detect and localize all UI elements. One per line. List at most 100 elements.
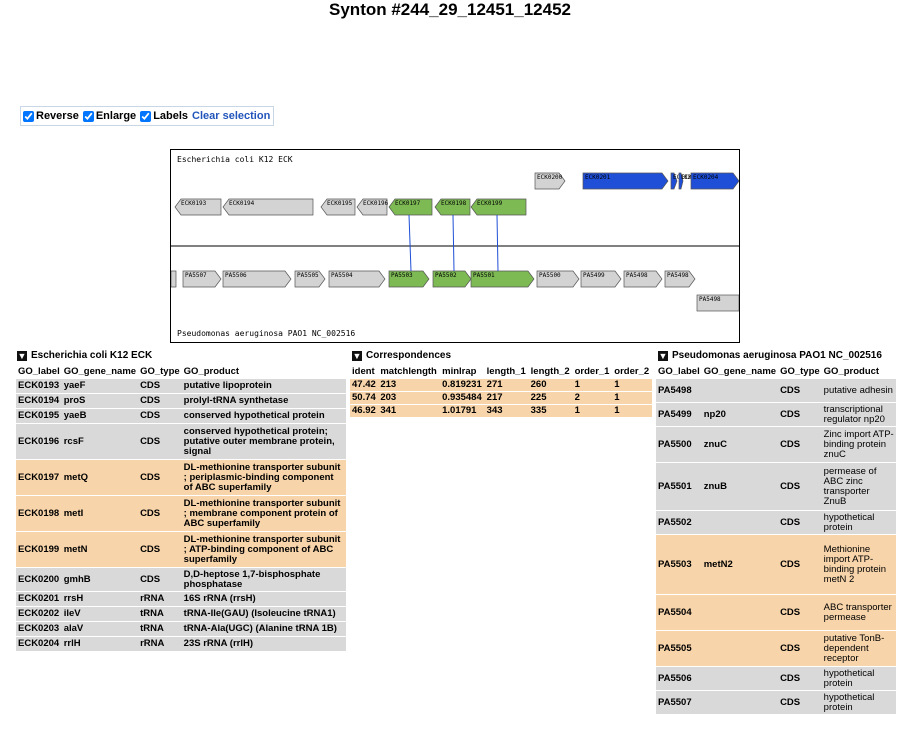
top-gene-eck0194[interactable]: ECK0194 [222,198,314,216]
pseudomonas-gene-label-cell: PA5501 [656,463,702,510]
correspondence-row[interactable]: 50.74 203 0.935484 217 225 2 1 [350,392,652,404]
enlarge-checkbox[interactable] [82,110,94,122]
gene-arrow[interactable] [434,198,471,216]
ecoli-gene-row[interactable]: ECK0197 metQ CDS DL-methionine transporter … [16,460,346,495]
bottom-gene-pa5507[interactable]: PA5507 [182,270,222,288]
bottom-gene-pa5498[interactable]: PA5498 [664,270,696,288]
enlarge-option[interactable]: Enlarge [82,110,136,122]
gene-arrow[interactable] [690,172,739,190]
gene-arrow[interactable] [320,198,356,216]
gene-arrow[interactable] [222,198,314,216]
top-gene-eck0196[interactable]: ECK0196 [356,198,389,216]
gene-arrow[interactable] [294,270,326,288]
mid_section-column-header[interactable]: order_2 [612,365,652,378]
gene-arrow[interactable] [664,270,696,288]
correspondence-link[interactable] [408,214,412,272]
ecoli-gene-row[interactable]: ECK0195 yaeB CDS conserved hypothetical pro… [16,409,346,423]
labels-checkbox[interactable] [140,110,152,122]
top-gene-eck0202[interactable]: ECK0202 [670,172,699,190]
labels-option[interactable]: Labels [140,110,188,122]
gene-arrow[interactable] [536,270,580,288]
gene-pa5498-box[interactable] [696,294,739,312]
correspondence-link[interactable] [452,214,455,272]
correspondence-row[interactable]: 47.42 213 0.819231 271 260 1 1 [350,379,652,391]
reverse-option[interactable]: Reverse [23,110,79,122]
gene-arrow[interactable] [356,198,388,216]
right_section-column-header[interactable]: GO_label [656,365,702,378]
ecoli-gene-row[interactable]: ECK0199 metN CDS DL-methionine transporter … [16,532,346,567]
correspondence-row[interactable]: 46.92 341 1.01791 343 335 1 1 [350,405,652,417]
bottom-gene-pa5505[interactable]: PA5505 [294,270,326,288]
bottom-gene-pa5503[interactable]: PA5503 [388,270,430,288]
ecoli-gene-row[interactable]: ECK0194 proS CDS prolyl-tRNA synthetase [16,394,346,408]
top-gene-eck0197[interactable]: ECK0197 [388,198,433,216]
top-gene-eck0200[interactable]: ECK0200 [534,172,566,190]
top-gene-eck0204[interactable]: ECK0204 [690,172,739,190]
ecoli-gene-row[interactable]: ECK0204 rrlH rRNA 23S rRNA (rrlH) [16,637,346,651]
bottom-gene-pa5500[interactable]: PA5500 [536,270,580,288]
ecoli-gene-row[interactable]: ECK0198 metI CDS DL-methionine transporter … [16,496,346,531]
right_section-column-header[interactable]: GO_type [778,365,822,378]
gene-arrow[interactable] [678,172,684,190]
pseudomonas-gene-row[interactable]: PA5498 CDS putative adhesin [656,379,896,402]
bottom-gene-pa5504[interactable]: PA5504 [328,270,386,288]
download-arrow-icon[interactable]: ▼ [658,350,668,361]
mid_section-column-header[interactable]: order_1 [572,365,613,378]
gene-arrow[interactable] [174,198,222,216]
pseudomonas-gene-row[interactable]: PA5507 CDS hypothetical protein [656,691,896,714]
gene-arrow[interactable] [432,270,472,288]
left_section-column-header[interactable]: GO_product [181,365,346,378]
pseudomonas-gene-row[interactable]: PA5502 CDS hypothetical protein [656,511,896,534]
left_section-column-header[interactable]: GO_type [138,365,182,378]
mid_section-column-header[interactable]: length_1 [484,365,529,378]
gene-arrow[interactable] [582,172,669,190]
bottom-gene-pa5501[interactable]: PA5501 [470,270,535,288]
gene-arrow[interactable] [182,270,222,288]
left_section-column-header[interactable]: GO_gene_name [61,365,139,378]
pseudomonas-gene-row[interactable]: PA5504 CDS ABC transporter permease [656,595,896,630]
bottom-gene-pa5498[interactable]: PA5498 [623,270,663,288]
ecoli-gene-row[interactable]: ECK0201 rrsH rRNA 16S rRNA (rrsH) [16,592,346,606]
pseudomonas-gene-row[interactable]: PA5501 znuB CDS permease of ABC zinc transp… [656,463,896,510]
pseudomonas-gene-row[interactable]: PA5505 CDS putative TonB-dependent recepto… [656,631,896,666]
top-gene-eck0199[interactable]: ECK0199 [470,198,527,216]
pseudomonas-gene-row[interactable]: PA5499 np20 CDS transcriptional regulator n… [656,403,896,426]
ecoli-gene-row[interactable]: ECK0202 ileV tRNA tRNA-Ile(GAU) (Isoleucine… [16,607,346,621]
gene-arrow[interactable] [670,172,678,190]
download-arrow-icon[interactable]: ▼ [352,350,362,361]
correspondence-link[interactable] [496,214,499,272]
clear-selection-link[interactable]: Clear selection [192,110,271,122]
right_section-column-header[interactable]: GO_product [821,365,896,378]
ecoli-gene-row[interactable]: ECK0203 alaV tRNA tRNA-Ala(UGC) (Alanine tR… [16,622,346,636]
pseudomonas-gene-row[interactable]: PA5503 metN2 CDS Methionine import ATP-bind… [656,535,896,594]
gene-arrow[interactable] [470,198,527,216]
ecoli-gene-row[interactable]: ECK0200 gmhB CDS D,D-heptose 1,7-bisphospha… [16,568,346,591]
gene-arrow[interactable] [580,270,622,288]
gene-arrow[interactable] [328,270,386,288]
pseudomonas-gene-row[interactable]: PA5506 CDS hypothetical protein [656,667,896,690]
right_section-column-header[interactable]: GO_gene_name [701,365,779,378]
gene-arrow[interactable] [388,270,430,288]
gene-arrow[interactable] [222,270,292,288]
top-gene-eck0201[interactable]: ECK0201 [582,172,669,190]
pseudomonas-gene-row[interactable]: PA5500 znuC CDS Zinc import ATP-binding pro… [656,427,896,462]
ecoli-gene-row[interactable]: ECK0193 yaeF CDS putative lipoprotein [16,379,346,393]
top-gene-eck0195[interactable]: ECK0195 [320,198,356,216]
mid_section-column-header[interactable]: minlrap [440,365,485,378]
gene-arrow[interactable] [534,172,566,190]
mid_section-column-header[interactable]: ident [350,365,379,378]
mid_section-column-header[interactable]: length_2 [528,365,573,378]
top-gene-eck0193[interactable]: ECK0193 [174,198,222,216]
bottom-gene-pa5499[interactable]: PA5499 [580,270,622,288]
bottom-gene-pa5502[interactable]: PA5502 [432,270,472,288]
mid_section-column-header[interactable]: matchlength [378,365,441,378]
top-gene-eck0198[interactable]: ECK0198 [434,198,471,216]
download-arrow-icon[interactable]: ▼ [17,350,27,361]
reverse-checkbox[interactable] [23,110,34,122]
left_section-column-header[interactable]: GO_label [16,365,62,378]
gene-arrow[interactable] [623,270,663,288]
ecoli-gene-row[interactable]: ECK0196 rcsF CDS conserved hypothetical pro… [16,424,346,459]
gene-arrow[interactable] [470,270,535,288]
bottom-gene-pa5506[interactable]: PA5506 [222,270,292,288]
gene-arrow[interactable] [388,198,433,216]
